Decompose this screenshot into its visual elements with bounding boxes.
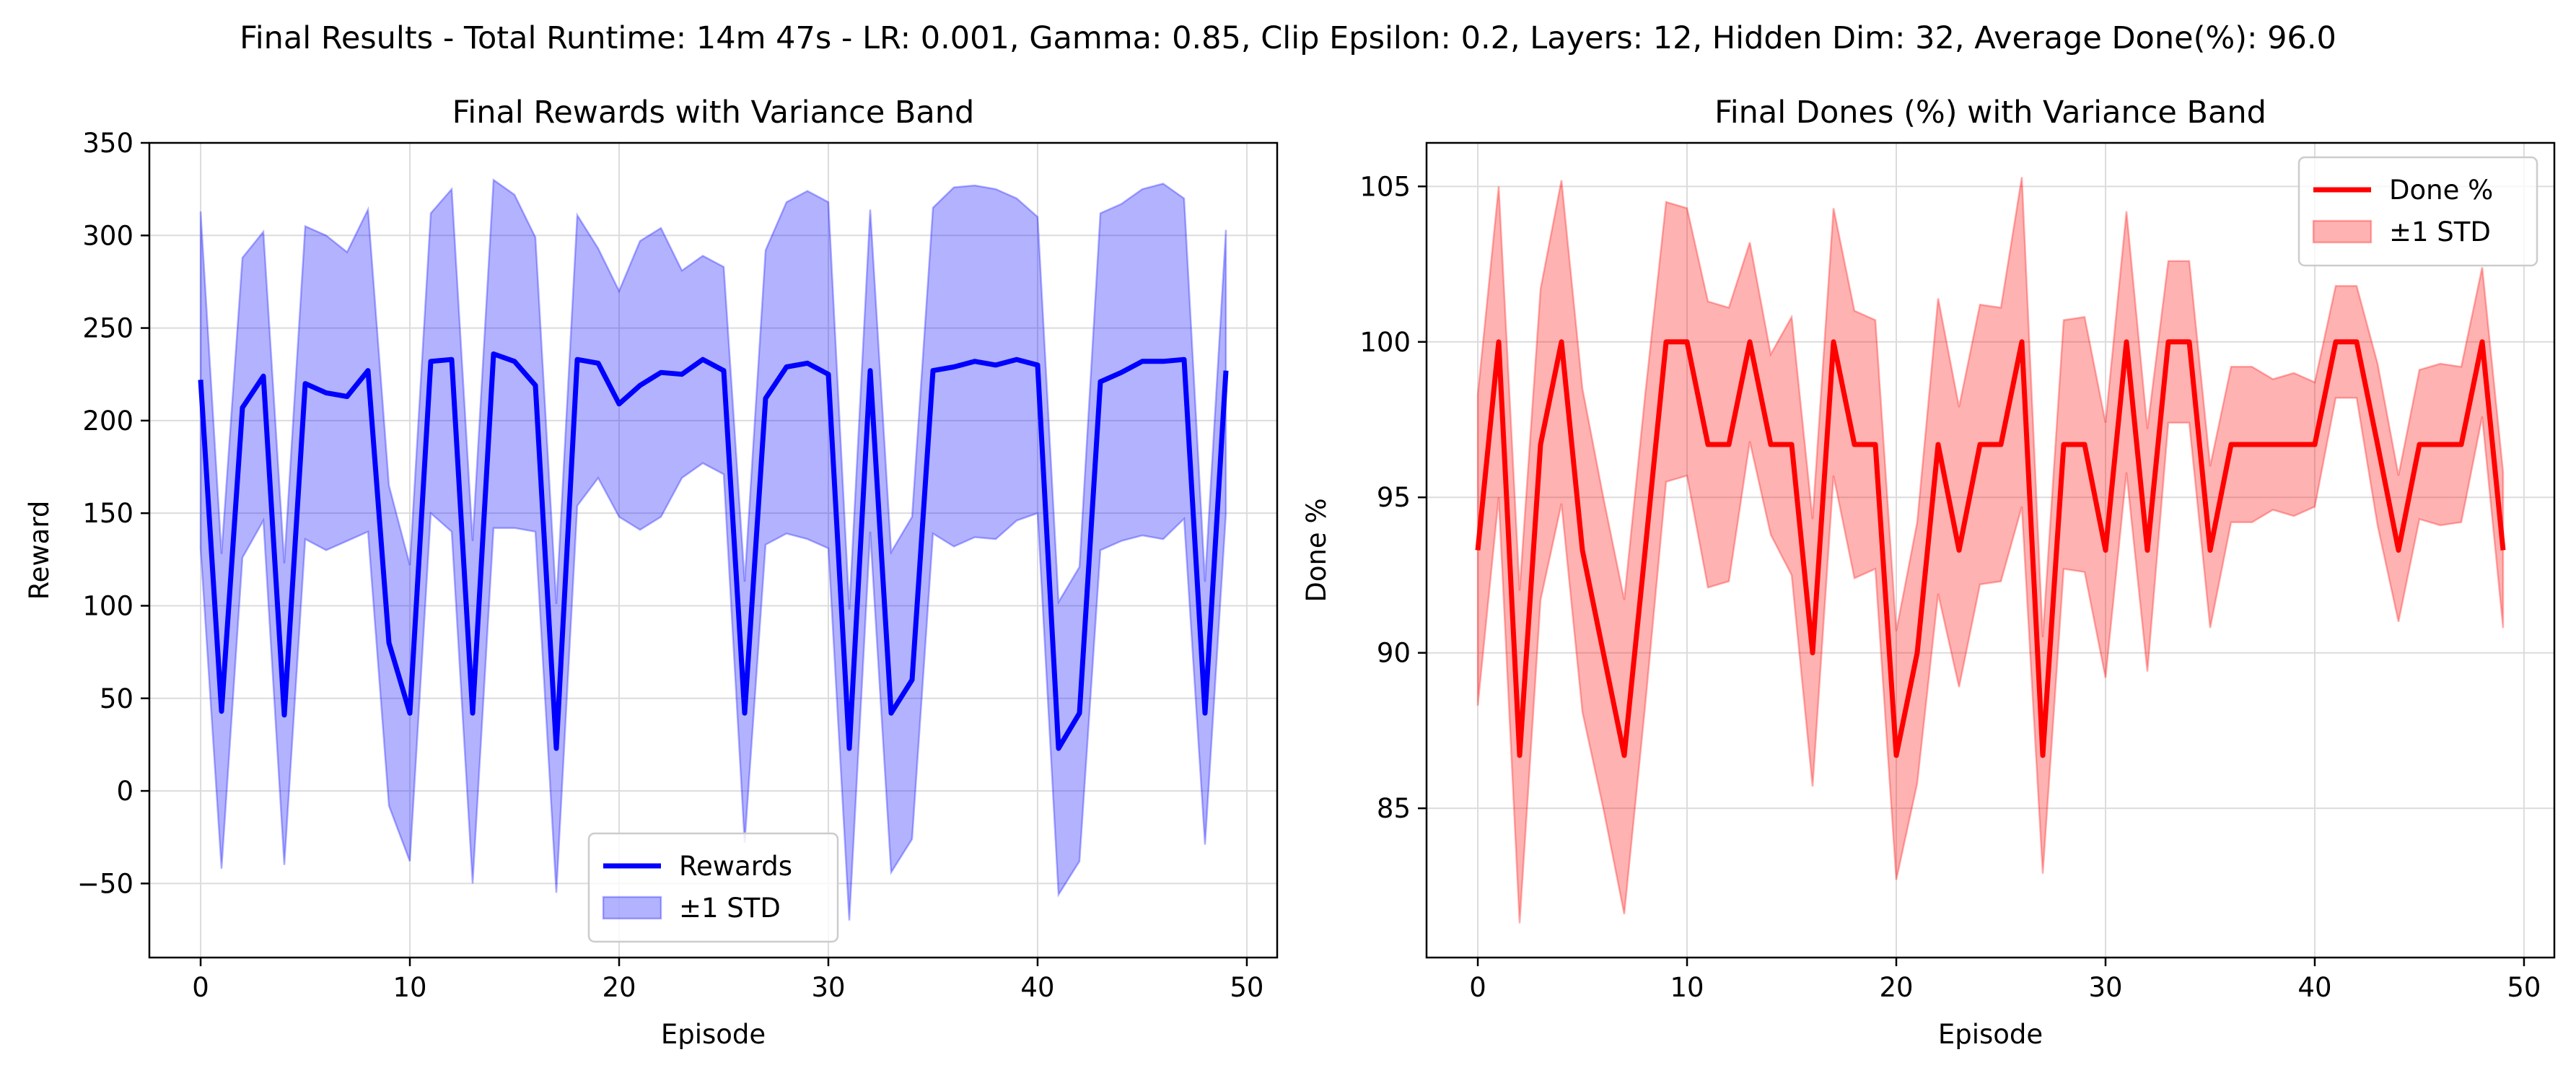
legend: Rewards ±1 STD xyxy=(587,832,839,943)
y-tick-label: 150 xyxy=(82,498,133,529)
x-tick-label: 40 xyxy=(2297,972,2331,1003)
figure-suptitle: Final Results - Total Runtime: 14m 47s -… xyxy=(240,20,2336,56)
y-tick-label: 105 xyxy=(1359,171,1411,202)
variance-band xyxy=(1476,177,2505,924)
x-tick-label: 50 xyxy=(1230,972,1263,1003)
x-tick-label: 50 xyxy=(2507,972,2541,1003)
x-tick-label: 20 xyxy=(602,972,636,1003)
legend-frame xyxy=(2297,156,2538,267)
axes-frame xyxy=(1425,141,2556,959)
legend-label-line: Rewards xyxy=(679,851,792,882)
x-tick-label: 10 xyxy=(1670,972,1704,1003)
y-axis-label: Reward xyxy=(24,501,55,600)
dones-chart: 0 10 20 30 40 50 85 90 95 100 105 Final Dones (%) w… xyxy=(1301,95,2556,1050)
legend-frame xyxy=(587,832,839,943)
y-tick-label: 95 xyxy=(1377,482,1411,513)
series-line-done- xyxy=(1475,339,2506,758)
x-tick-label: 0 xyxy=(1469,972,1486,1003)
chart-title: Final Rewards with Variance Band xyxy=(452,95,975,131)
x-tick-label: 40 xyxy=(1020,972,1054,1003)
series-line-rewards xyxy=(198,351,1229,751)
x-tick-label: 20 xyxy=(1879,972,1913,1003)
x-axis-label: Episode xyxy=(1938,1019,2043,1050)
y-tick-label: 100 xyxy=(82,590,133,621)
x-tick-label: 30 xyxy=(2088,972,2122,1003)
x-axis-label: Episode xyxy=(661,1019,766,1050)
legend-label-line: Done % xyxy=(2389,175,2493,206)
y-tick-label: 200 xyxy=(82,406,133,437)
rewards-chart: 0 10 20 30 40 50 −50 0 50 100 150 200 250 300 350 Final… xyxy=(24,95,1279,1050)
y-tick-label: −50 xyxy=(77,868,133,899)
axes-frame xyxy=(148,141,1279,959)
legend-label-band: ±1 STD xyxy=(2389,216,2491,248)
y-tick-label: 85 xyxy=(1377,793,1411,824)
legend-label-band: ±1 STD xyxy=(679,893,781,924)
y-tick-label: 250 xyxy=(82,313,133,344)
x-tick-label: 0 xyxy=(192,972,209,1003)
x-tick-label: 30 xyxy=(811,972,845,1003)
grid xyxy=(149,142,1277,958)
legend-band-swatch xyxy=(2312,219,2373,244)
y-tick-label: 300 xyxy=(82,220,133,251)
variance-band xyxy=(199,178,1227,921)
y-tick-label: 90 xyxy=(1377,638,1411,669)
legend: Done % ±1 STD xyxy=(2297,156,2538,267)
chart-title: Final Dones (%) with Variance Band xyxy=(1714,95,2266,131)
y-tick-label: 100 xyxy=(1359,327,1411,358)
y-axis-label: Done % xyxy=(1301,498,1332,602)
x-tick-label: 10 xyxy=(393,972,426,1003)
y-tick-label: 0 xyxy=(116,776,133,807)
y-tick-label: 50 xyxy=(100,683,133,714)
y-tick-label: 350 xyxy=(82,128,133,159)
grid xyxy=(1427,143,2554,958)
legend-band-swatch xyxy=(602,895,662,920)
